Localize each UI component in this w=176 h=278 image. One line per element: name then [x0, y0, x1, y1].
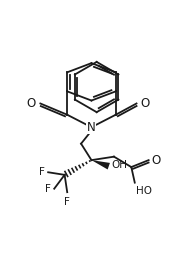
- Text: HO: HO: [136, 186, 152, 196]
- Text: O: O: [152, 154, 161, 167]
- Text: N: N: [87, 121, 96, 134]
- Text: O: O: [27, 97, 36, 110]
- Text: OH: OH: [111, 160, 127, 170]
- Text: O: O: [141, 97, 150, 110]
- Text: F: F: [45, 184, 51, 194]
- Text: F: F: [64, 197, 70, 207]
- Polygon shape: [92, 160, 110, 170]
- Text: F: F: [39, 167, 45, 177]
